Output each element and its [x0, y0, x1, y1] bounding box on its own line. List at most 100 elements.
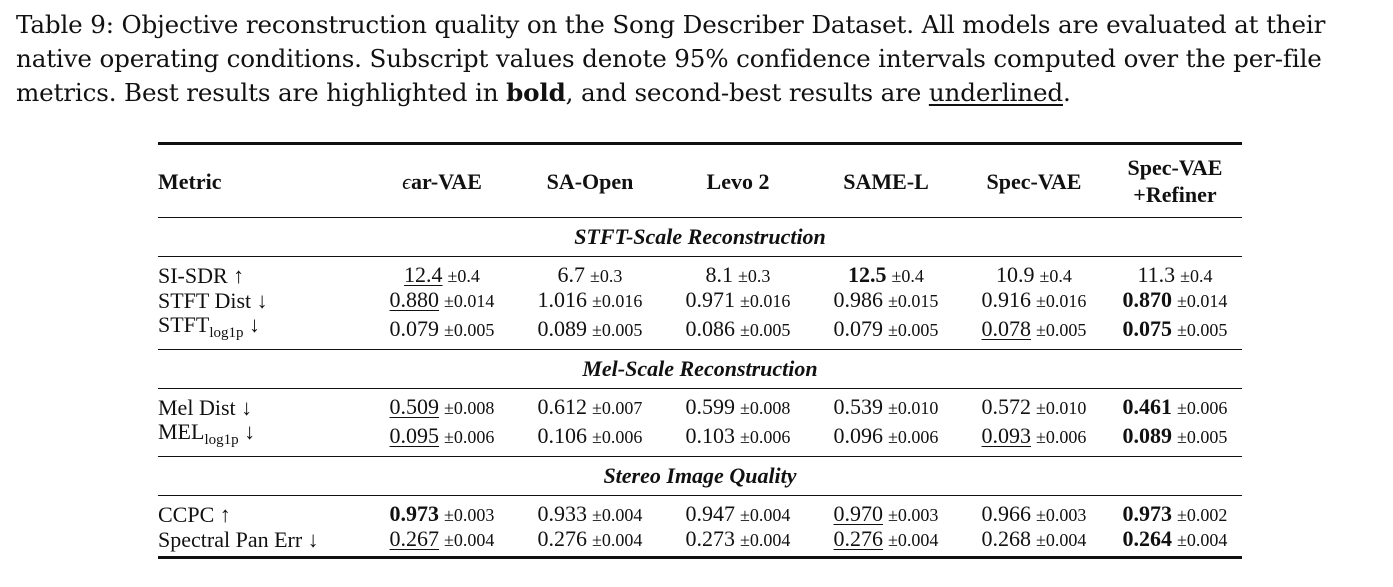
best-value: 0.075 [1122, 315, 1173, 341]
section-title: STFT-Scale Reconstruction [158, 217, 1242, 257]
table-row: SI-SDR ↑ 12.4 ±0.4 6.7 ±0.3 8.1 ±0.3 12.5 ±0… [158, 257, 1242, 289]
confidence-interval: ±0.014 [444, 291, 495, 311]
confidence-interval: ±0.4 [1180, 266, 1213, 286]
second-best-value: 0.095 [389, 422, 440, 448]
value-cell: 0.086 ±0.005 [664, 313, 812, 350]
header-ear-vae: ϵar-VAE [368, 142, 516, 218]
confidence-interval: ±0.004 [1036, 530, 1087, 550]
value: 0.106 [537, 422, 588, 448]
confidence-interval: ±0.006 [1177, 398, 1228, 418]
confidence-interval: ±0.3 [590, 266, 623, 286]
second-best-value: 0.267 [389, 526, 440, 551]
value-cell: 0.103 ±0.006 [664, 420, 812, 457]
confidence-interval: ±0.006 [592, 426, 643, 447]
metric-main: STFT [158, 312, 210, 337]
confidence-interval: ±0.005 [888, 319, 939, 340]
caption-text-1: Table 9: Objective reconstruction qualit… [16, 10, 1326, 107]
best-value: 0.973 [1122, 501, 1173, 526]
value-cell: 0.075 ±0.005 [1108, 313, 1242, 350]
value-cell: 0.970 ±0.003 [812, 496, 960, 528]
caption-underline-word: underlined [928, 78, 1063, 107]
epsilon-symbol: ϵ [402, 168, 411, 194]
header-sa-open: SA-Open [516, 142, 664, 218]
section-header-stft: STFT-Scale Reconstruction [158, 217, 1242, 257]
value-cell: 12.4 ±0.4 [368, 257, 516, 289]
metric-label: Spectral Pan Err ↓ [158, 527, 368, 559]
value: 0.079 [833, 315, 884, 341]
value-cell: 0.539 ±0.010 [812, 389, 960, 421]
value-cell: 0.276 ±0.004 [812, 526, 960, 559]
value-cell: 0.079 ±0.005 [368, 313, 516, 350]
section-title: Stereo Image Quality [158, 456, 1242, 496]
header-same-l: SAME-L [812, 142, 960, 218]
confidence-interval: ±0.4 [1039, 266, 1072, 286]
best-value: 0.461 [1122, 394, 1173, 419]
value-cell: 1.016 ±0.016 [516, 288, 664, 313]
confidence-interval: ±0.004 [740, 505, 791, 525]
table-caption: Table 9: Objective reconstruction qualit… [16, 8, 1384, 110]
value-cell: 0.933 ±0.004 [516, 496, 664, 528]
value-cell: 0.093 ±0.006 [960, 420, 1108, 457]
second-best-value: 12.4 [404, 262, 443, 287]
value: 0.276 [537, 526, 588, 551]
value: 0.612 [537, 394, 588, 419]
table-row: Spectral Pan Err ↓ 0.267 ±0.004 0.276 ±0.0… [158, 526, 1242, 559]
metric-subscript: log1p [209, 325, 244, 341]
confidence-interval: ±0.016 [592, 291, 643, 311]
metric-main: MEL [158, 419, 205, 444]
confidence-interval: ±0.004 [888, 530, 939, 550]
value-cell: 0.096 ±0.006 [812, 420, 960, 457]
value: 0.086 [685, 315, 736, 341]
value: 0.986 [833, 287, 884, 312]
best-value: 0.089 [1122, 422, 1173, 448]
value-cell: 0.089 ±0.005 [516, 313, 664, 350]
caption-bold-word: bold [506, 78, 566, 107]
confidence-interval: ±0.006 [888, 426, 939, 447]
header-spec-vae-refiner: Spec-VAE +Refiner [1108, 142, 1242, 218]
value: 0.079 [389, 315, 440, 341]
best-value: 0.264 [1122, 526, 1173, 551]
metric-label: STFTlog1p ↓ [158, 313, 368, 350]
confidence-interval: ±0.006 [1036, 426, 1087, 447]
confidence-interval: ±0.006 [444, 426, 495, 447]
value: 0.539 [833, 394, 884, 419]
value-cell: 0.276 ±0.004 [516, 526, 664, 559]
value-cell: 0.916 ±0.016 [960, 288, 1108, 313]
value: 0.572 [981, 394, 1032, 419]
metric-label: SI-SDR ↑ [158, 262, 245, 288]
table-row: STFT Dist ↓ 0.880 ±0.014 1.016 ±0.016 0.97… [158, 288, 1242, 313]
value-cell: 0.095 ±0.006 [368, 420, 516, 457]
header-metric: Metric [158, 142, 368, 218]
second-best-value: 0.276 [833, 526, 884, 551]
value-cell: 0.973 ±0.003 [368, 496, 516, 528]
header-levo2: Levo 2 [664, 142, 812, 218]
confidence-interval: ±0.003 [1036, 505, 1087, 525]
confidence-interval: ±0.007 [592, 398, 643, 418]
value: 11.3 [1137, 262, 1176, 287]
confidence-interval: ±0.004 [740, 530, 791, 550]
value: 0.096 [833, 422, 884, 448]
value: 0.599 [685, 394, 736, 419]
value: 10.9 [996, 262, 1035, 287]
confidence-interval: ±0.004 [592, 530, 643, 550]
value: 0.089 [537, 315, 588, 341]
value-cell: 0.880 ±0.014 [368, 288, 516, 313]
second-best-value: 0.093 [981, 422, 1032, 448]
section-header-mel: Mel-Scale Reconstruction [158, 349, 1242, 389]
confidence-interval: ±0.016 [740, 291, 791, 311]
value-cell: 12.5 ±0.4 [812, 257, 960, 289]
confidence-interval: ±0.005 [1177, 319, 1228, 340]
value-cell: 0.966 ±0.003 [960, 496, 1108, 528]
confidence-interval: ±0.005 [740, 319, 791, 340]
best-value: 0.973 [389, 501, 440, 526]
confidence-interval: ±0.002 [1177, 505, 1228, 525]
confidence-interval: ±0.010 [1036, 398, 1087, 418]
value-cell: 0.461 ±0.006 [1108, 389, 1242, 421]
value-cell: 0.572 ±0.010 [960, 389, 1108, 421]
value-cell: 6.7 ±0.3 [516, 257, 664, 289]
confidence-interval: ±0.4 [447, 266, 480, 286]
confidence-interval: ±0.010 [888, 398, 939, 418]
value-cell: 0.268 ±0.004 [960, 527, 1108, 559]
value: 0.933 [537, 501, 588, 526]
value-cell: 0.971 ±0.016 [664, 288, 812, 313]
